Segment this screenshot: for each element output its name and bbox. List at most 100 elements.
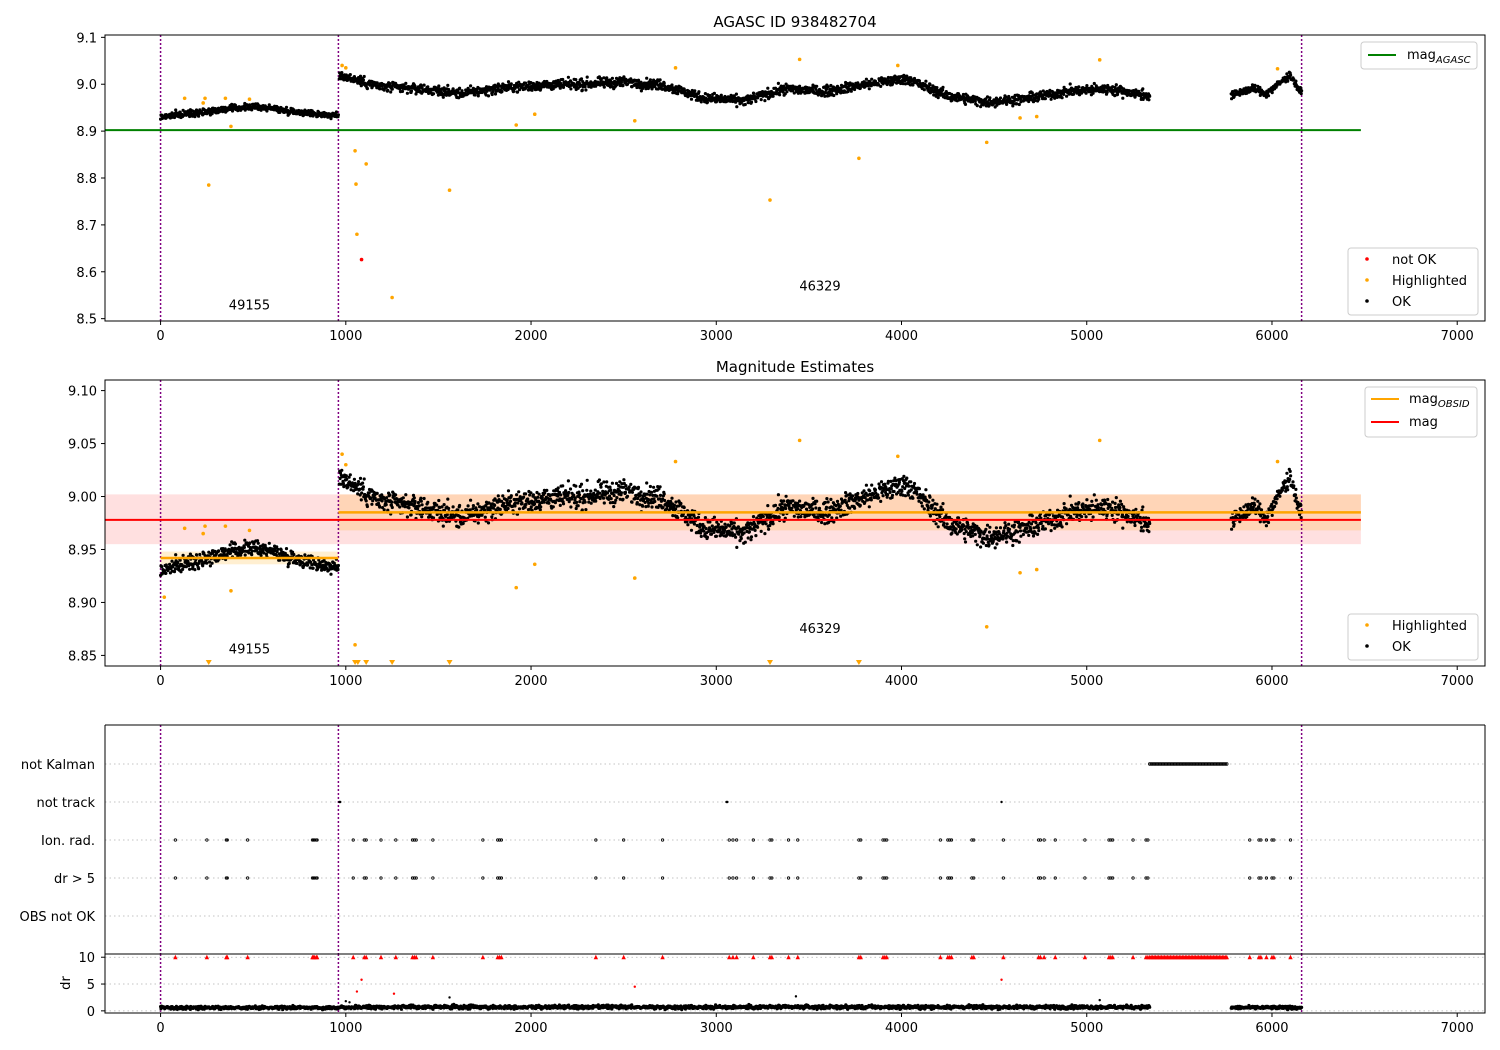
panel2-ok-point: [257, 542, 260, 545]
panel2-ok-point: [182, 554, 185, 557]
panel2-ok-point: [243, 546, 246, 549]
panel2-ok-point: [836, 500, 839, 503]
panel2-ok-point: [889, 480, 892, 483]
panel2-ok-point: [522, 496, 525, 499]
panel2-ok-point: [979, 545, 982, 548]
panel2-ok-point: [442, 525, 445, 528]
panel2-ok-point: [1092, 515, 1095, 518]
panel1-ok-point: [510, 82, 513, 85]
panel1-ok-point: [1115, 83, 1118, 86]
panel2-ok-point: [974, 540, 977, 543]
panel1-highlighted-point: [207, 183, 211, 187]
panel2-ok-point: [1016, 530, 1019, 533]
panel2-ok-point: [543, 491, 546, 494]
panel1-ok-point: [870, 78, 873, 81]
panel2-ok-point: [406, 515, 409, 518]
panel2-ok-point: [443, 503, 446, 506]
panel2-ok-point: [524, 506, 527, 509]
panel1-ok-point: [391, 88, 394, 91]
panel2-ok-point: [683, 506, 686, 509]
panel2-ok-point: [733, 521, 736, 524]
panel1-ok-point: [1271, 91, 1274, 94]
panel2-ok-point: [791, 499, 794, 502]
panel1-ok-point: [964, 103, 967, 106]
panel2-ok-point: [193, 568, 196, 571]
panel1-highlighted-point: [224, 96, 228, 100]
panel2-ok-point: [708, 520, 711, 523]
panel2-ok-point: [417, 501, 420, 504]
panel2-ok-point: [1081, 502, 1084, 505]
panel2-ok-point: [762, 515, 765, 518]
panel2-ok-point: [1034, 521, 1037, 524]
panel1-ok-point: [766, 87, 769, 90]
panel2-ok-point: [229, 543, 232, 546]
panel2-ok-point: [938, 515, 941, 518]
panel2-ok-point: [1065, 522, 1068, 525]
panel2-ok-point: [828, 513, 831, 516]
panel1-xtick-label: 3000: [700, 329, 733, 344]
panel1-ok-point: [865, 78, 868, 81]
panel2-ok-point: [704, 516, 707, 519]
panel2-ok-point: [268, 542, 271, 545]
panel2-ok-point: [490, 515, 493, 518]
panel2-ok-point: [856, 492, 859, 495]
panel1-ytick-label: 8.7: [76, 219, 97, 234]
panel2-ok-point: [898, 481, 901, 484]
panel1-ok-point: [586, 76, 589, 79]
panel2-ok-point: [559, 493, 562, 496]
panel2-ok-point: [984, 528, 987, 531]
panel2-ok-point: [818, 507, 821, 510]
panel2-ok-point: [670, 497, 673, 500]
panel2-ok-point: [532, 493, 535, 496]
panel2-ok-point: [336, 568, 339, 571]
panel1-ok-point: [637, 79, 640, 82]
panel2-ok-point: [941, 502, 944, 505]
panel2-ok-point: [359, 477, 362, 480]
panel1-ok-point: [378, 87, 381, 90]
panel2-ok-point: [754, 529, 757, 532]
panel2-ok-point: [921, 505, 924, 508]
panel1-ytick-label: 8.6: [76, 266, 97, 281]
panel2-ok-point: [693, 522, 696, 525]
panel2-ok-point: [649, 485, 652, 488]
panel2-ok-point: [950, 532, 953, 535]
panel2-ok-point: [575, 507, 578, 510]
panel2-ok-point: [942, 521, 945, 524]
panel2-ok-point: [419, 497, 422, 500]
panel2-ok-point: [575, 501, 578, 504]
panel2-ok-point: [611, 482, 614, 485]
panel2-ok-point: [1003, 521, 1006, 524]
panel2-ok-point: [509, 500, 512, 503]
panel2-ok-point: [900, 490, 903, 493]
panel2-ok-point: [886, 493, 889, 496]
panel1-ok-point: [923, 88, 926, 91]
panel2-ok-point: [402, 496, 405, 499]
panel1-ok-point: [1300, 89, 1303, 92]
panel1-ok-point: [935, 86, 938, 89]
panel1-highlighted-point: [344, 66, 348, 70]
panel2-ok-point: [446, 498, 449, 501]
panel1-title: AGASC ID 938482704: [713, 13, 876, 31]
panel2-ok-point: [378, 506, 381, 509]
panel2-ok-point: [712, 531, 715, 534]
panel1-ok-point: [567, 76, 570, 79]
panel2-ok-point: [520, 501, 523, 504]
panel1-ok-point: [735, 93, 738, 96]
panel2-ok-point: [630, 501, 633, 504]
panel2-ok-point: [905, 477, 908, 480]
panel2-ok-point: [484, 516, 487, 519]
panel2-ok-point: [476, 502, 479, 505]
panel1-ok-point: [1065, 95, 1068, 98]
panel2-ok-point: [713, 516, 716, 519]
panel2-ok-point: [407, 506, 410, 509]
panel2-ok-point: [790, 507, 793, 510]
panel2-ok-point: [209, 564, 212, 567]
panel2-ok-point: [915, 493, 918, 496]
panel1-ok-point: [363, 75, 366, 78]
panel1-highlighted-point: [390, 296, 394, 300]
panel2-ok-point: [559, 504, 562, 507]
panel2-ok-point: [798, 500, 801, 503]
panel2-ok-point: [547, 502, 550, 505]
panel1-ok-point: [584, 88, 587, 91]
panel1-legend-mag-agasc-main: mag: [1407, 48, 1436, 63]
